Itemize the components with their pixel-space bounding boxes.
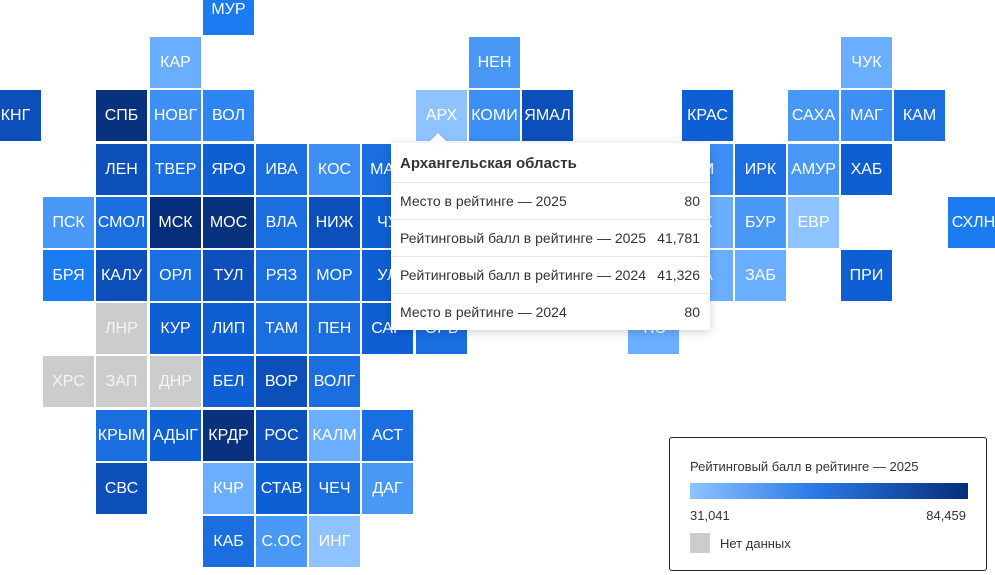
region-tile[interactable]: НЕН	[469, 37, 520, 88]
tooltip-row-label: Рейтинговый балл в рейтинге — 2024	[400, 267, 646, 283]
region-tile[interactable]: ИНГ	[309, 516, 360, 567]
region-tile[interactable]: КАБ	[203, 516, 254, 567]
region-tile[interactable]: ДНР	[150, 356, 201, 407]
region-tile[interactable]: ЧЕЧ	[309, 463, 360, 514]
region-tile[interactable]: БРЯ	[43, 250, 94, 301]
color-legend: Рейтинговый балл в рейтинге — 2025 31,04…	[669, 437, 987, 571]
region-tile[interactable]: ВОЛ	[203, 90, 254, 141]
region-tile[interactable]: ИВА	[256, 144, 307, 195]
tooltip-row-score-2024: Рейтинговый балл в рейтинге — 2024 41,32…	[391, 257, 710, 294]
tooltip-row-value: 41,326	[657, 267, 700, 283]
tooltip-arrow	[427, 133, 449, 144]
region-tile[interactable]: БЕЛ	[203, 356, 254, 407]
region-tile[interactable]: КРЫМ	[96, 410, 147, 461]
region-tile[interactable]: ТВЕР	[150, 144, 201, 195]
region-tile[interactable]: ХРС	[43, 356, 94, 407]
region-tile[interactable]: АДЫГ	[150, 410, 201, 461]
region-tile[interactable]: НИЖ	[309, 197, 360, 248]
region-tile[interactable]: МУР	[203, 0, 254, 35]
region-tile[interactable]: СМОЛ	[96, 197, 147, 248]
region-tile[interactable]: ЯМАЛ	[522, 90, 573, 141]
tooltip-row-value: 80	[684, 193, 700, 209]
region-tile[interactable]: РОС	[256, 410, 307, 461]
region-tile[interactable]: КРАС	[682, 90, 733, 141]
region-tile[interactable]: ПЕН	[309, 303, 360, 354]
region-tile[interactable]: ЗАП	[96, 356, 147, 407]
region-tile[interactable]: СПБ	[96, 90, 147, 141]
region-tile[interactable]: ДАГ	[362, 463, 413, 514]
tooltip-row-label: Место в рейтинге — 2024	[400, 304, 567, 320]
region-tile[interactable]: АРХ	[416, 90, 467, 141]
region-tile[interactable]: ВОЛГ	[309, 356, 360, 407]
region-tooltip: Архангельская область Место в рейтинге —…	[391, 133, 710, 330]
region-tile[interactable]: КЧР	[203, 463, 254, 514]
region-tile[interactable]: КРДР	[203, 410, 254, 461]
tooltip-row-value: 41,781	[657, 230, 700, 246]
region-tile[interactable]: АМУР	[788, 144, 839, 195]
legend-min-value: 31,041	[690, 508, 730, 523]
region-tile[interactable]: КАЛМ	[309, 410, 360, 461]
region-tile[interactable]: БУР	[735, 197, 786, 248]
region-tile[interactable]: КАМ	[894, 90, 945, 141]
region-tile[interactable]: КОС	[309, 144, 360, 195]
region-tile[interactable]: С.ОС	[256, 516, 307, 567]
region-tile[interactable]: ЧУК	[841, 37, 892, 88]
region-tile[interactable]: СХЛН	[948, 197, 995, 248]
region-tile[interactable]: ЛНР	[96, 303, 147, 354]
legend-no-data-label[interactable]: Нет данных	[720, 536, 791, 551]
tooltip-row-score-2025: Рейтинговый балл в рейтинге — 2025 41,78…	[391, 220, 710, 257]
region-tile[interactable]: НОВГ	[150, 90, 201, 141]
region-tile[interactable]: ЯРО	[203, 144, 254, 195]
region-tile[interactable]: ПСК	[43, 197, 94, 248]
region-tile[interactable]: ИРК	[735, 144, 786, 195]
region-tile[interactable]: СВС	[96, 463, 147, 514]
legend-gradient-bar	[690, 483, 968, 499]
legend-no-data-swatch[interactable]	[690, 533, 710, 553]
region-tile[interactable]: МОС	[203, 197, 254, 248]
region-tile[interactable]: ЗАБ	[735, 250, 786, 301]
tooltip-title: Архангельская область	[391, 143, 710, 183]
region-tile[interactable]: РЯЗ	[256, 250, 307, 301]
region-tile[interactable]: МСК	[150, 197, 201, 248]
region-tile[interactable]: АСТ	[362, 410, 413, 461]
region-tile[interactable]: ТУЛ	[203, 250, 254, 301]
region-tile[interactable]: ПРИ	[841, 250, 892, 301]
region-tile[interactable]: СТАВ	[256, 463, 307, 514]
region-tile[interactable]: МОР	[309, 250, 360, 301]
region-tile[interactable]: МАГ	[841, 90, 892, 141]
region-tile[interactable]: ЛИП	[203, 303, 254, 354]
region-tile[interactable]: ВЛА	[256, 197, 307, 248]
tooltip-row-rank-2024: Место в рейтинге — 2024 80	[391, 294, 710, 330]
region-tile[interactable]: КАР	[150, 37, 201, 88]
region-tile[interactable]: ОРЛ	[150, 250, 201, 301]
legend-max-value: 84,459	[926, 508, 966, 523]
region-tile[interactable]: ТАМ	[256, 303, 307, 354]
legend-title: Рейтинговый балл в рейтинге — 2025	[690, 459, 919, 474]
tooltip-row-value: 80	[684, 304, 700, 320]
region-tile[interactable]: САХА	[788, 90, 839, 141]
region-tile[interactable]: КОМИ	[469, 90, 520, 141]
region-tile[interactable]: ВОР	[256, 356, 307, 407]
region-tile[interactable]: КНГ	[0, 90, 41, 141]
region-tile[interactable]: КУР	[150, 303, 201, 354]
region-tile[interactable]: ЛЕН	[96, 144, 147, 195]
region-tile[interactable]: ЕВР	[788, 197, 839, 248]
region-tile[interactable]: КАЛУ	[96, 250, 147, 301]
region-tile[interactable]: ХАБ	[841, 144, 892, 195]
tooltip-row-rank-2025: Место в рейтинге — 2025 80	[391, 183, 710, 220]
tooltip-row-label: Место в рейтинге — 2025	[400, 193, 567, 209]
tooltip-row-label: Рейтинговый балл в рейтинге — 2025	[400, 230, 646, 246]
